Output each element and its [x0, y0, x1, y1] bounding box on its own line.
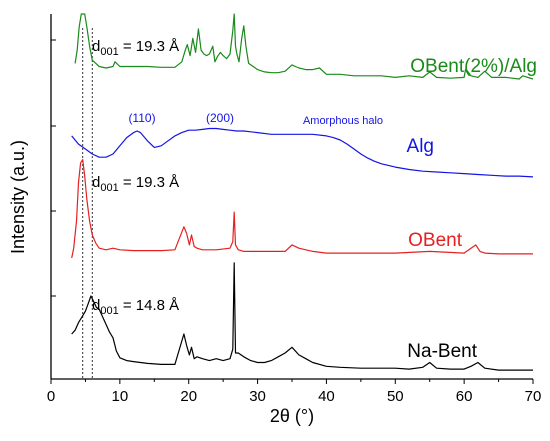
series-label-na-bent: Na-Bent: [407, 341, 477, 362]
x-tick-label: 20: [180, 388, 197, 405]
x-tick-label: 70: [525, 388, 542, 405]
series-label-obent: OBent: [408, 230, 463, 251]
annotation-d001-top: d001 = 19.3 Å: [92, 38, 179, 58]
series-label-obent-alg: OBent(2%)/Alg: [410, 56, 537, 77]
x-ticks: 0 10 20 30 40 50 60 70: [47, 379, 542, 405]
x-axis-label: 2θ (°): [270, 406, 314, 426]
series-line-obent-2-alg: [74, 13, 534, 80]
annotation-peak-110: (110): [128, 111, 155, 125]
series-group: [71, 13, 534, 371]
reference-lines: [82, 28, 93, 379]
annotation-d001-bot: d001 = 14.8 Å: [92, 297, 179, 317]
annotation-d001-mid: d001 = 19.3 Å: [92, 174, 179, 194]
x-tick-label: 40: [318, 388, 335, 405]
series-line-alg: [71, 127, 534, 178]
x-tick-label: 10: [112, 388, 129, 405]
annotation-peak-200: (200): [206, 111, 234, 125]
x-tick-label: 50: [387, 388, 404, 405]
series-label-alg: Alg: [407, 136, 434, 157]
x-tick-label: 0: [47, 388, 55, 405]
x-tick-label: 60: [456, 388, 473, 405]
annotation-amorphous-halo: Amorphous halo: [303, 115, 383, 127]
x-tick-label: 30: [249, 388, 266, 405]
y-axis-label: Intensity (a.u.): [8, 140, 28, 254]
series-line-na-bent: [71, 262, 533, 371]
series-line-obent: [71, 159, 533, 259]
